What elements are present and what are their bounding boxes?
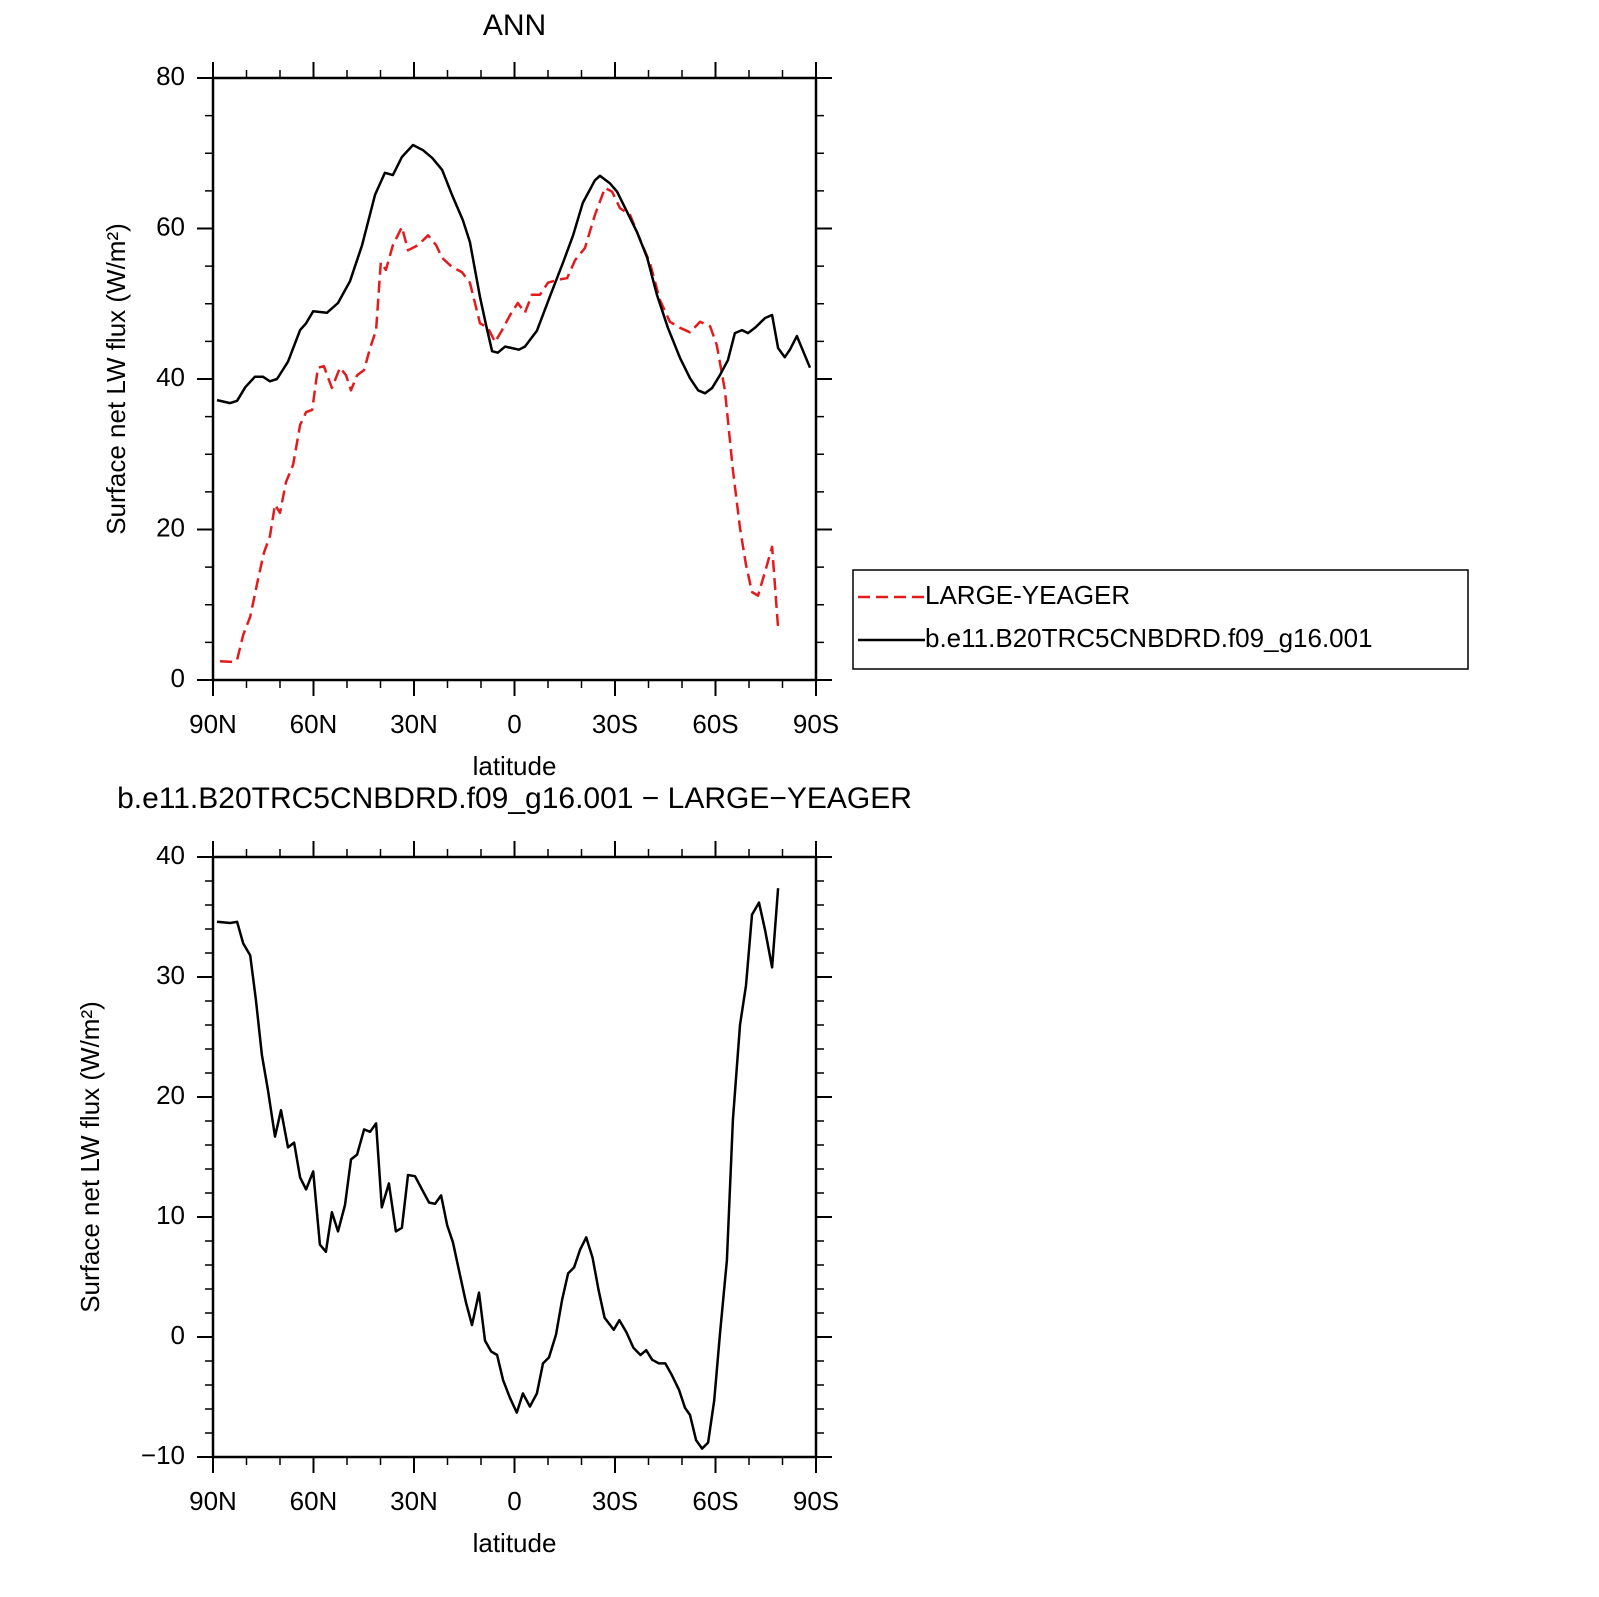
data-line bbox=[219, 186, 780, 664]
y-tick-label: 80 bbox=[156, 61, 185, 91]
x-tick-label: 30N bbox=[390, 1486, 438, 1516]
x-axis-label: latitude bbox=[473, 751, 557, 781]
data-line bbox=[216, 143, 812, 405]
x-tick-label: 60S bbox=[692, 709, 738, 739]
plot-frame bbox=[211, 855, 818, 1459]
x-tick-label: 30S bbox=[592, 1486, 638, 1516]
plot-frame bbox=[211, 76, 818, 682]
legend-box bbox=[852, 569, 1469, 670]
x-tick-label: 60S bbox=[692, 1486, 738, 1516]
x-tick-label: 90N bbox=[189, 709, 237, 739]
y-tick-label: 60 bbox=[156, 211, 185, 241]
x-tick-label: 0 bbox=[507, 709, 521, 739]
chart-title: b.e11.B20TRC5CNBDRD.f09_g16.001 − LARGE−… bbox=[117, 782, 912, 815]
y-tick-label: 30 bbox=[156, 960, 185, 990]
y-tick-label: 0 bbox=[171, 1320, 185, 1350]
y-tick-label: 40 bbox=[156, 362, 185, 392]
y-tick-label: −10 bbox=[141, 1440, 185, 1470]
x-tick-label: 60N bbox=[290, 1486, 338, 1516]
y-tick-label: 0 bbox=[171, 663, 185, 693]
x-tick-label: 0 bbox=[507, 1486, 521, 1516]
x-tick-label: 60N bbox=[290, 709, 338, 739]
x-tick-label: 30N bbox=[390, 709, 438, 739]
y-tick-label: 20 bbox=[156, 1080, 185, 1110]
y-tick-label: 40 bbox=[156, 840, 185, 870]
legend-label: b.e11.B20TRC5CNBDRD.f09_g16.001 bbox=[925, 623, 1373, 653]
x-tick-label: 90S bbox=[793, 709, 839, 739]
chart-title: ANN bbox=[483, 9, 546, 42]
y-axis-label: Surface net LW flux (W/m²) bbox=[75, 1001, 105, 1313]
x-tick-label: 90N bbox=[189, 1486, 237, 1516]
data-line bbox=[216, 888, 780, 1450]
x-tick-label: 30S bbox=[592, 709, 638, 739]
legend-label: LARGE-YEAGER bbox=[925, 580, 1130, 610]
x-tick-label: 90S bbox=[793, 1486, 839, 1516]
y-axis-label: Surface net LW flux (W/m²) bbox=[101, 223, 131, 535]
y-tick-label: 10 bbox=[156, 1200, 185, 1230]
x-axis-label: latitude bbox=[473, 1528, 557, 1558]
y-tick-label: 20 bbox=[156, 512, 185, 542]
